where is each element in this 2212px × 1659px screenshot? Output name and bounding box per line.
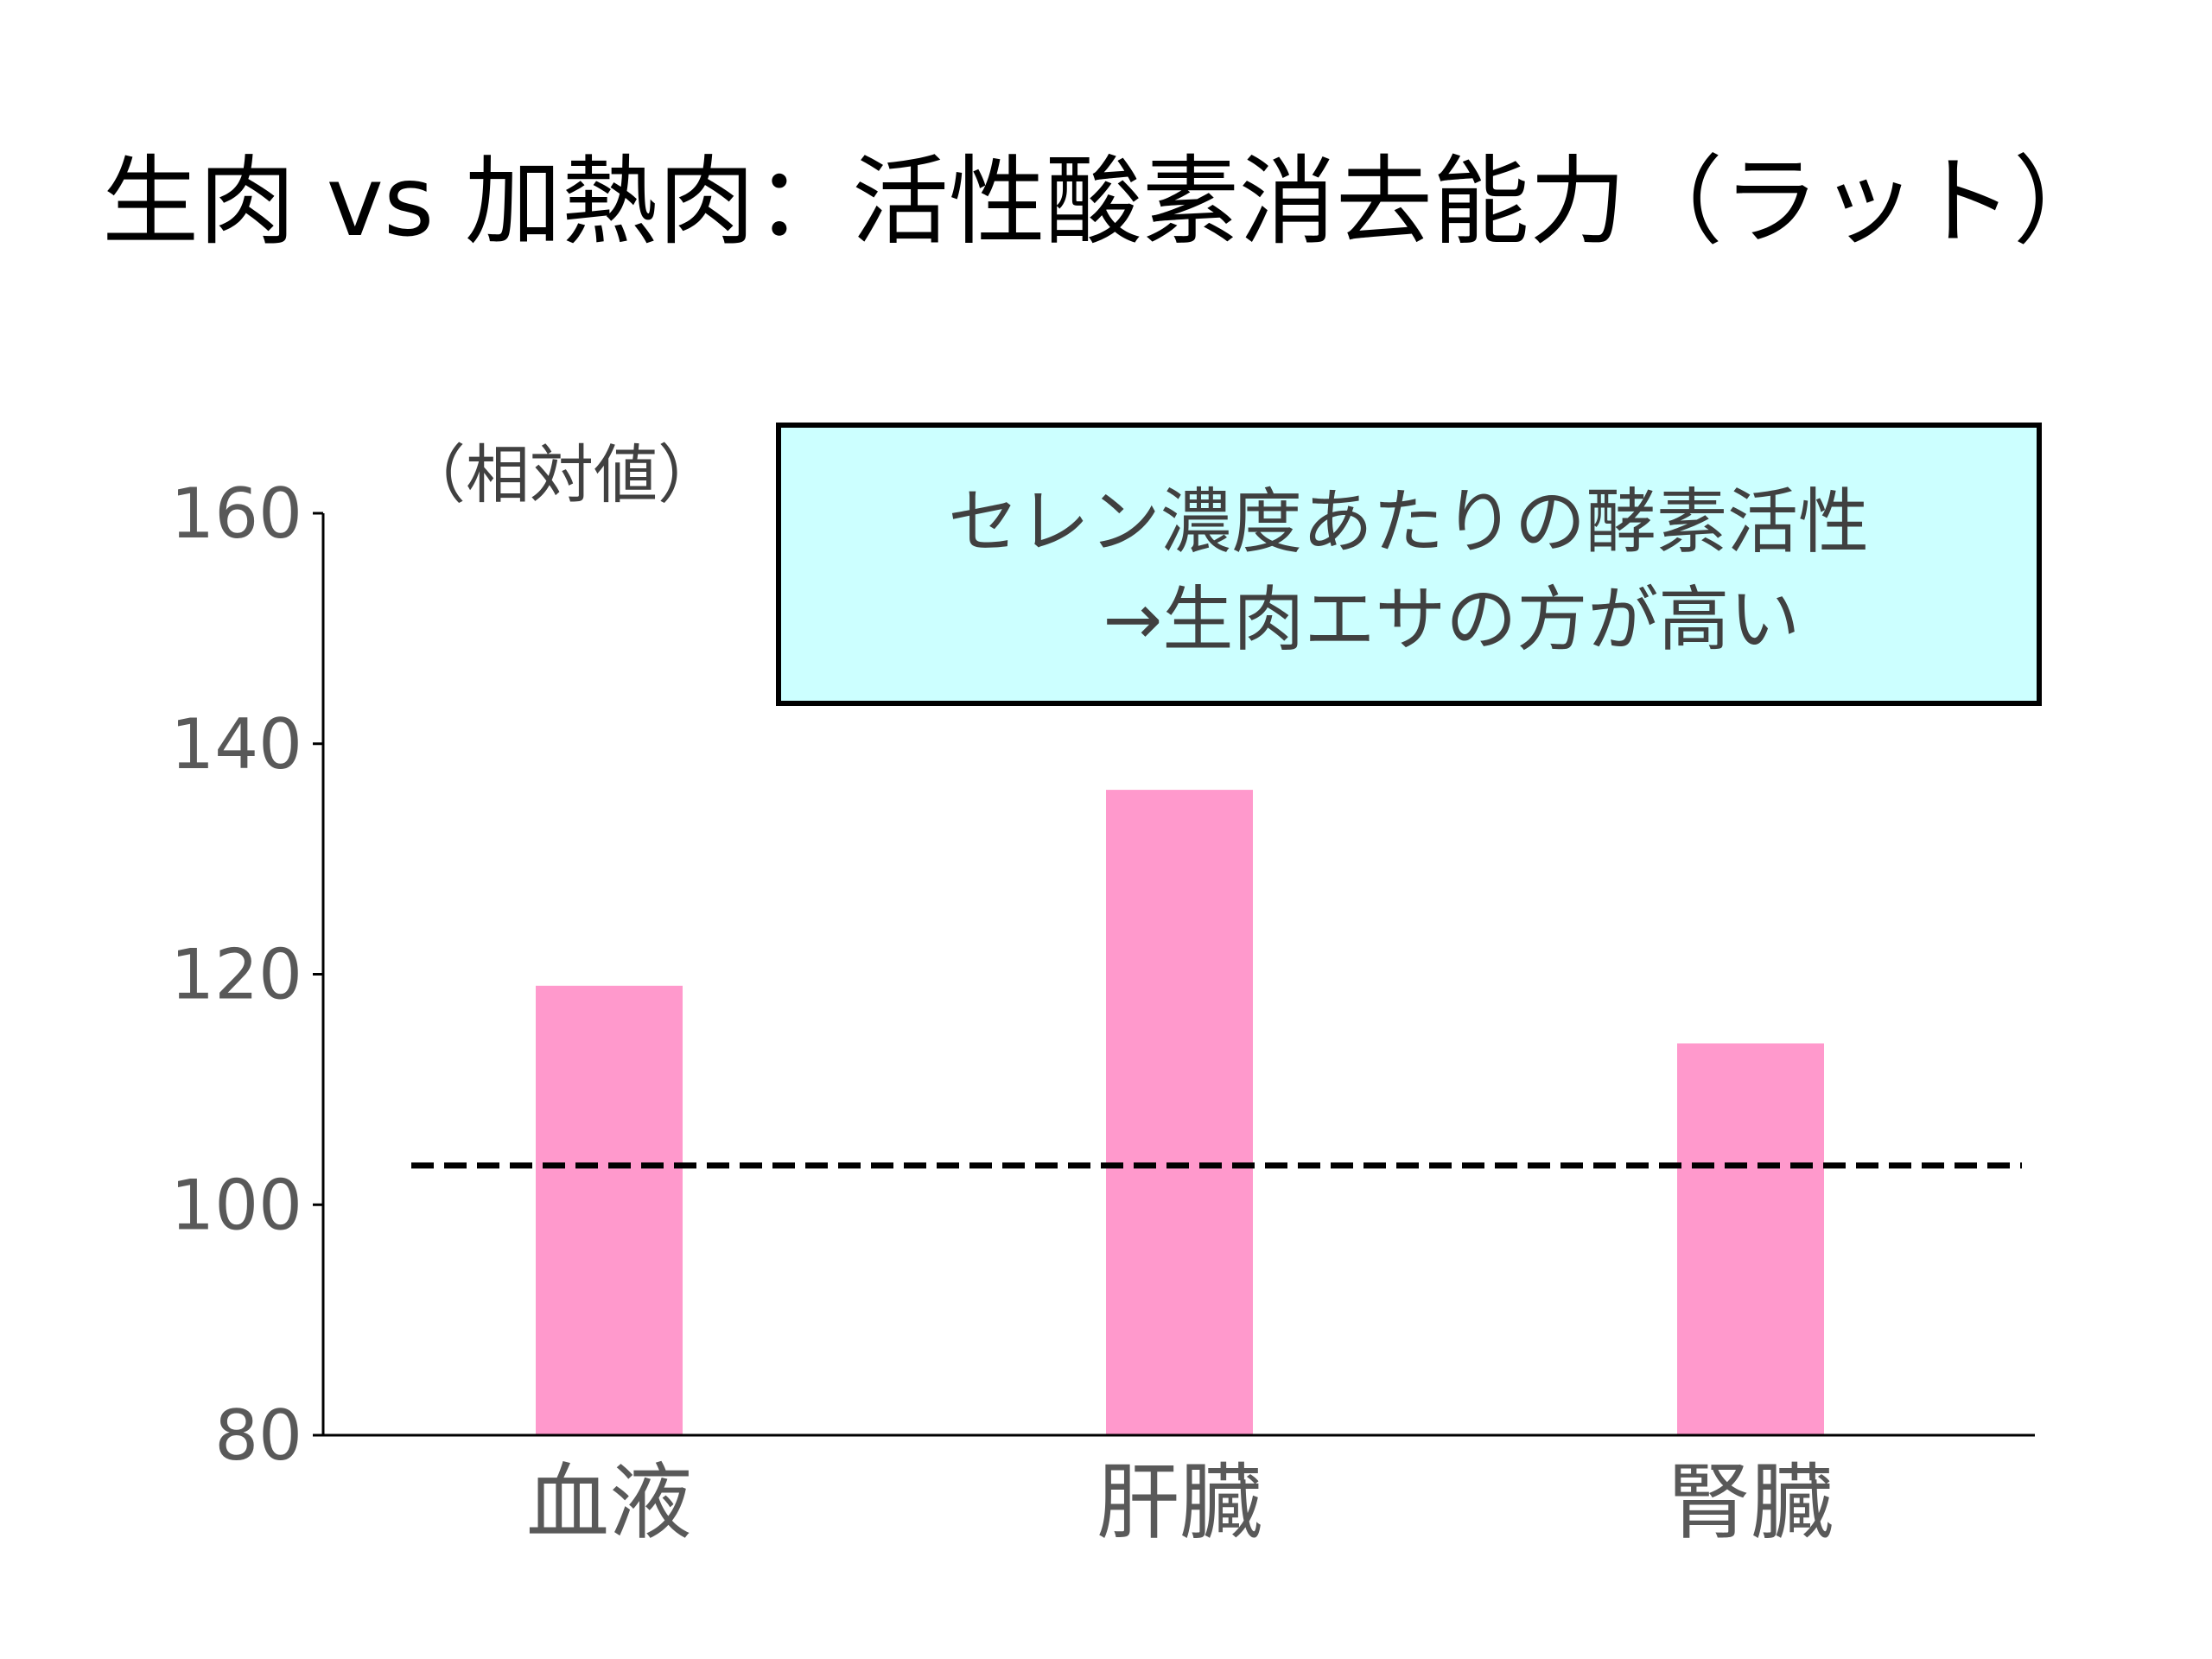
bar-2	[1677, 1043, 1824, 1435]
x-category-label: 血液	[526, 1454, 692, 1551]
y-tick-label: 100	[170, 1165, 302, 1245]
annotation-line-1: セレン濃度あたりの酵素活性	[948, 481, 1869, 563]
x-category-label: 肝臓	[1096, 1454, 1262, 1551]
bar-1	[1106, 790, 1253, 1435]
y-axis-label: （相対値）	[402, 438, 721, 512]
y-tick-label: 120	[170, 935, 302, 1015]
bar-0	[536, 985, 683, 1435]
chart-title: 生肉 vs 加熱肉：活性酸素消去能力（ラット）	[102, 146, 2110, 258]
y-tick-label: 140	[170, 704, 302, 785]
x-category-label: 腎臓	[1668, 1454, 1834, 1551]
annotation-line-2: →生肉エサの方が高い	[1103, 579, 1801, 661]
y-tick-label: 160	[170, 474, 302, 554]
annotation-box: セレン濃度あたりの酵素活性 →生肉エサの方が高い	[776, 423, 2042, 706]
y-tick-label: 80	[214, 1395, 302, 1476]
